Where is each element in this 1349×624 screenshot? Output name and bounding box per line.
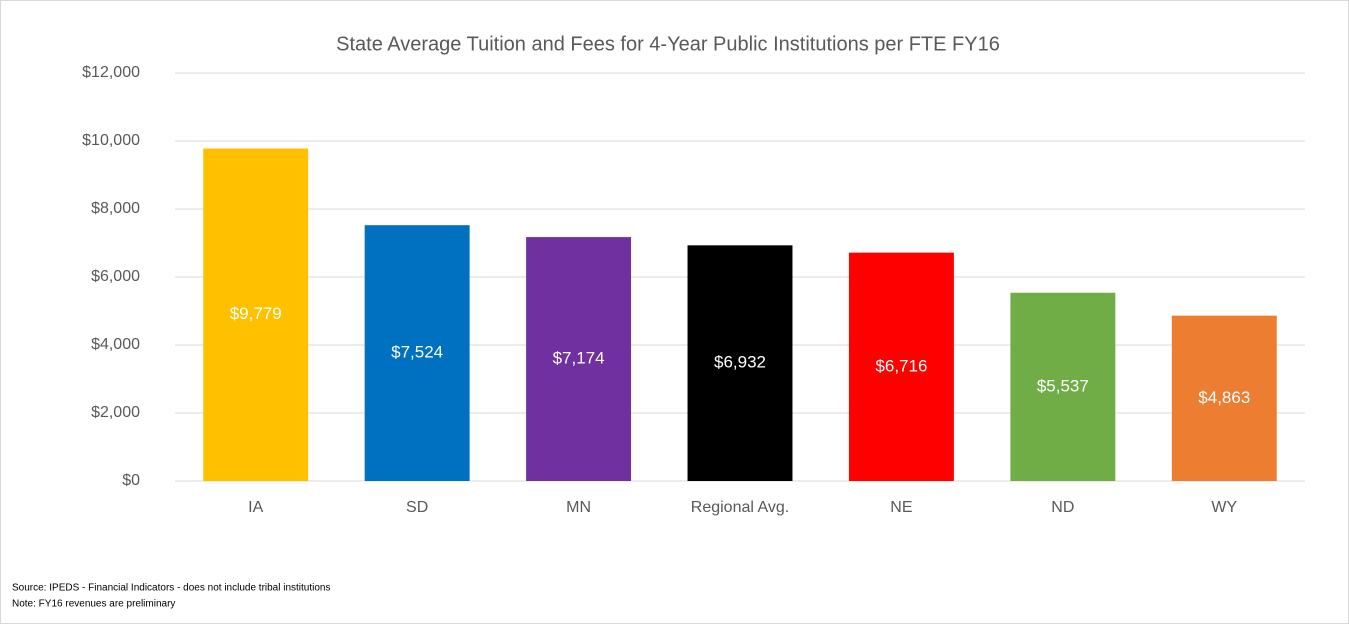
x-tick-label: ND <box>1051 499 1074 516</box>
bar <box>1171 315 1277 481</box>
note: Note: FY16 revenues are preliminary <box>12 599 175 610</box>
x-tick-label: WY <box>1211 499 1237 516</box>
x-tick-label: MN <box>566 499 591 516</box>
y-tick-label: $6,000 <box>91 268 140 285</box>
value-label: $6,932 <box>714 353 766 372</box>
value-label: $5,537 <box>1037 376 1089 395</box>
y-tick-label: $8,000 <box>91 200 140 217</box>
x-tick-label: Regional Avg. <box>691 499 789 516</box>
value-label: $9,779 <box>230 304 282 323</box>
bar <box>848 252 954 481</box>
x-tick-label: NE <box>890 499 912 516</box>
value-label: $7,174 <box>553 349 605 368</box>
x-tick-label: IA <box>248 499 263 516</box>
source-note: Source: IPEDS - Financial Indicators - d… <box>12 583 331 594</box>
bar <box>526 237 632 481</box>
y-tick-label: $10,000 <box>82 132 140 149</box>
x-tick-label: SD <box>406 499 428 516</box>
bar <box>364 225 470 481</box>
y-tick-label: $2,000 <box>91 404 140 421</box>
chart-title: State Average Tuition and Fees for 4-Yea… <box>336 33 1000 55</box>
value-label: $7,524 <box>391 343 443 362</box>
y-tick-label: $0 <box>122 472 140 489</box>
bar <box>1010 292 1116 481</box>
y-tick-label: $12,000 <box>82 64 140 81</box>
value-label: $4,863 <box>1198 388 1250 407</box>
bar <box>203 148 309 481</box>
y-tick-label: $4,000 <box>91 336 140 353</box>
bar <box>687 245 793 481</box>
value-label: $6,716 <box>875 356 927 375</box>
